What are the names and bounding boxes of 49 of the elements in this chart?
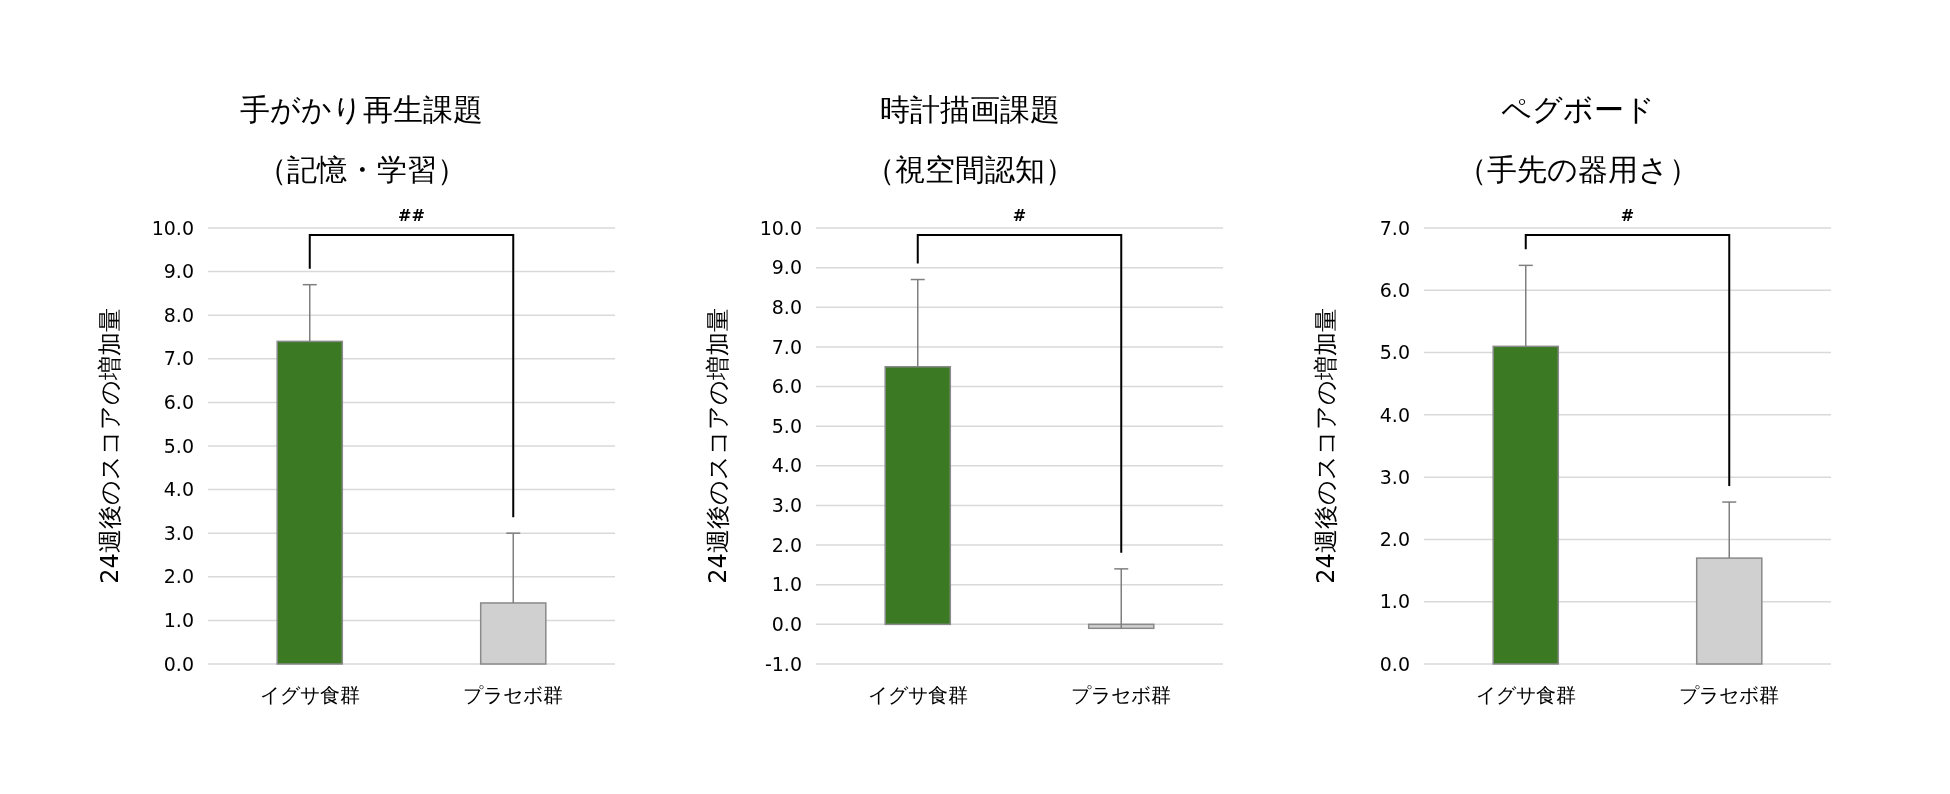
y-tick-label: 4.0	[163, 478, 194, 501]
chart-subtitle: （記憶・学習）	[256, 152, 467, 187]
y-tick-label: 6.0	[771, 375, 802, 398]
y-tick-label: 6.0	[1379, 278, 1410, 301]
x-tick-label: イグサ食群	[1475, 683, 1576, 707]
y-tick-label: 4.0	[1379, 403, 1410, 426]
y-tick-label: 2.0	[771, 533, 802, 556]
y-axis-title: 24週後のスコアの増加量	[1312, 308, 1340, 584]
y-tick-label: 5.0	[163, 434, 194, 457]
chart-title: ペグボード	[1500, 92, 1655, 127]
x-tick-label: プラセボ群	[1679, 683, 1780, 707]
chart-subtitle: （視空間認知）	[864, 152, 1075, 187]
x-tick-label: イグサ食群	[259, 683, 360, 707]
y-tick-label: 9.0	[163, 260, 194, 283]
y-tick-label: 4.0	[771, 454, 802, 477]
y-tick-label: 1.0	[163, 609, 194, 632]
x-tick-label: イグサ食群	[867, 683, 968, 707]
y-tick-label: 0.0	[163, 652, 194, 675]
text: #	[1012, 206, 1027, 225]
text: ##	[398, 206, 425, 225]
y-tick-label: 3.0	[1379, 465, 1410, 488]
y-tick-label: 3.0	[771, 494, 802, 517]
chart-subtitle: （手先の器用さ）	[1456, 152, 1699, 187]
x-tick-label: プラセボ群	[1071, 683, 1172, 707]
chart-title: 時計描画課題	[879, 92, 1060, 127]
y-tick-label: 3.0	[163, 521, 194, 544]
y-tick-label: 8.0	[771, 295, 802, 318]
y-axis-title: 24週後のスコアの増加量	[96, 308, 124, 584]
y-tick-label: -1.0	[764, 652, 802, 675]
y-tick-label: 2.0	[163, 565, 194, 588]
y-tick-label: 6.0	[163, 391, 194, 414]
y-tick-label: 7.0	[771, 335, 802, 358]
text: #	[1620, 206, 1635, 225]
x-tick-label: プラセボ群	[463, 683, 564, 707]
y-tick-label: 0.0	[1379, 652, 1410, 675]
y-tick-label: 10.0	[151, 216, 194, 239]
y-tick-label: 5.0	[1379, 341, 1410, 364]
y-tick-label: 7.0	[1379, 216, 1410, 239]
y-tick-label: 7.0	[163, 347, 194, 370]
chart-title: 手がかり再生課題	[240, 92, 483, 127]
y-tick-label: 2.0	[1379, 528, 1410, 551]
y-tick-label: 5.0	[771, 414, 802, 437]
y-tick-label: 8.0	[163, 303, 194, 326]
y-tick-label: 9.0	[771, 256, 802, 279]
y-tick-label: 0.0	[771, 613, 802, 636]
y-axis-title: 24週後のスコアの増加量	[704, 308, 732, 584]
y-tick-label: 10.0	[759, 216, 802, 239]
y-tick-label: 1.0	[1379, 590, 1410, 613]
y-tick-label: 1.0	[771, 573, 802, 596]
